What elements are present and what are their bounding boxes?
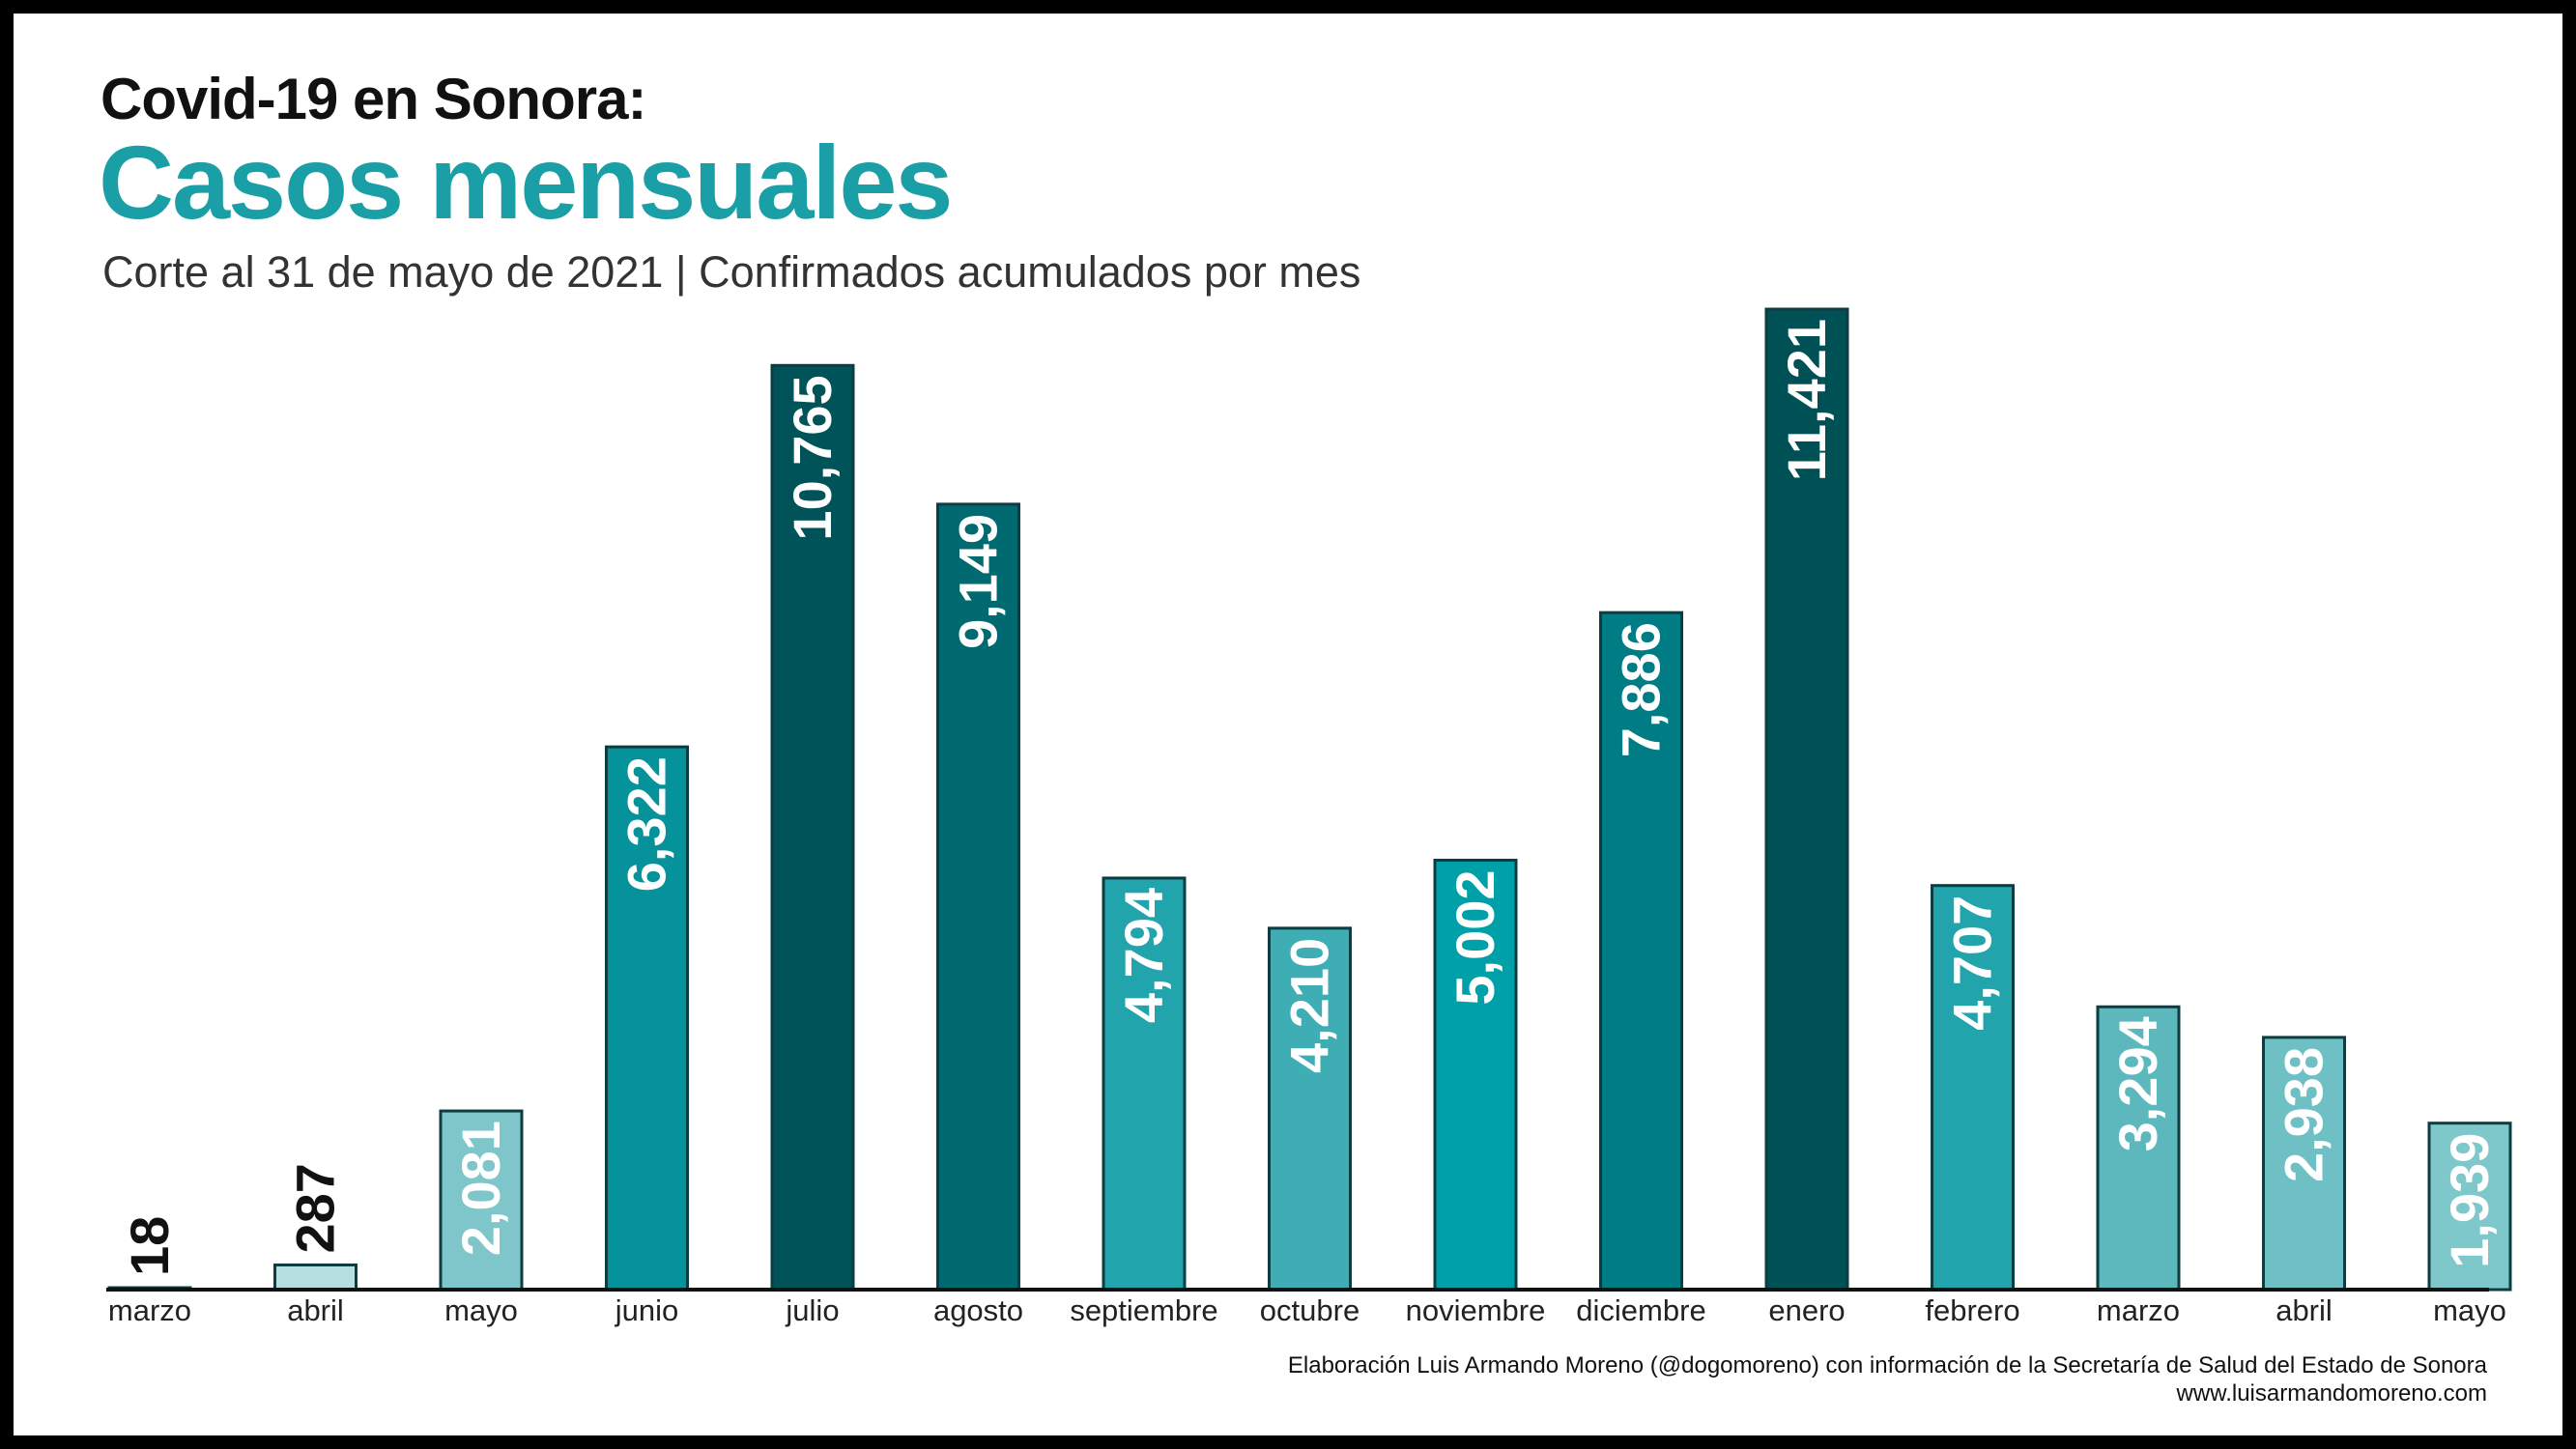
x-tick-label: septiembre	[1070, 1293, 1217, 1327]
value-label: 287	[285, 1163, 346, 1253]
x-tick-label: agosto	[933, 1293, 1023, 1327]
x-tick-label: enero	[1768, 1293, 1845, 1327]
bar	[2096, 1005, 2181, 1292]
credit-line: Elaboración Luis Armando Moreno (@dogomo…	[1287, 1352, 2487, 1378]
bar	[770, 363, 855, 1292]
x-tick-label: julio	[785, 1293, 839, 1327]
bar	[936, 502, 1020, 1292]
x-tick-label: octubre	[1260, 1293, 1360, 1327]
value-label: 7,886	[1611, 622, 1672, 757]
value-label: 3,294	[2107, 1016, 2168, 1151]
x-tick-label: mayo	[444, 1293, 518, 1327]
value-label: 5,002	[1445, 869, 1505, 1005]
x-tick-label: mayo	[2433, 1293, 2506, 1327]
source-credit: Elaboración Luis Armando Moreno (@dogomo…	[1288, 1352, 2487, 1408]
bar-chart: 18 marzo 287 abril 2,081 mayo 6,322 junio 10,765…	[106, 307, 2512, 1327]
value-label: 4,210	[1279, 938, 1340, 1073]
value-label: 1,939	[2439, 1133, 2500, 1268]
website-link[interactable]: www.luisarmandomoreno.com	[2176, 1379, 2487, 1406]
value-label: 2,081	[450, 1121, 511, 1256]
bar	[273, 1263, 358, 1292]
bar	[439, 1109, 524, 1292]
x-tick-label: abril	[287, 1293, 344, 1327]
chart-heading: Casos mensuales	[99, 124, 953, 241]
chart-subtitle: Corte al 31 de mayo de 2021 | Confirmado…	[102, 247, 1361, 297]
chart-card: Covid-19 en Sonora: Casos mensuales Cort…	[14, 14, 2562, 1435]
bar	[1102, 876, 1187, 1292]
value-label: 4,794	[1113, 888, 1174, 1023]
x-tick-label: marzo	[108, 1293, 191, 1327]
bar	[1931, 884, 2015, 1292]
x-tick-label: marzo	[2097, 1293, 2180, 1327]
x-tick-label: abril	[2275, 1293, 2333, 1327]
bar	[2427, 1122, 2512, 1292]
bar	[1764, 307, 1849, 1292]
value-label: 18	[119, 1216, 180, 1276]
value-label: 11,421	[1776, 319, 1837, 481]
bar	[2262, 1036, 2346, 1292]
chart-title: Covid-19 en Sonora:	[100, 67, 646, 131]
value-label: 4,707	[1942, 895, 2003, 1031]
value-label: 2,938	[2274, 1047, 2334, 1182]
value-label: 6,322	[616, 756, 677, 892]
x-tick-label: junio	[615, 1293, 679, 1327]
x-tick-label: febrero	[1925, 1293, 2019, 1327]
x-tick-label: noviembre	[1406, 1293, 1546, 1327]
value-label: 9,149	[948, 514, 1009, 649]
bar	[605, 745, 689, 1292]
value-label: 10,765	[782, 375, 843, 540]
x-tick-label: diciembre	[1576, 1293, 1705, 1327]
